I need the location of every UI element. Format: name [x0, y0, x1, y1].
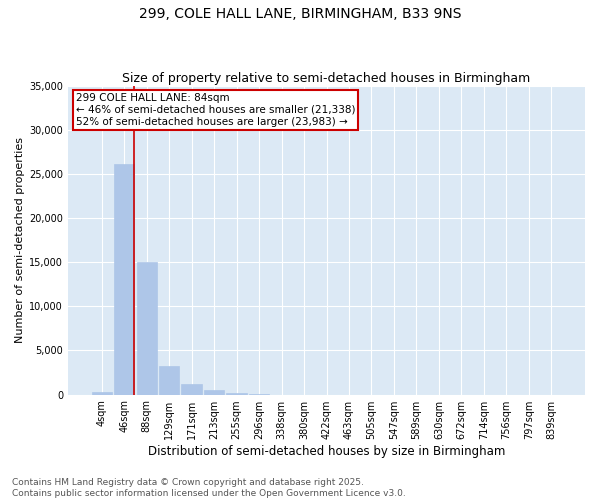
Title: Size of property relative to semi-detached houses in Birmingham: Size of property relative to semi-detach…	[122, 72, 530, 85]
Y-axis label: Number of semi-detached properties: Number of semi-detached properties	[15, 137, 25, 343]
Bar	[92, 392, 112, 394]
Bar	[159, 366, 179, 394]
Bar	[181, 384, 202, 394]
Bar	[226, 393, 247, 394]
Text: Contains HM Land Registry data © Crown copyright and database right 2025.
Contai: Contains HM Land Registry data © Crown c…	[12, 478, 406, 498]
Bar	[204, 390, 224, 394]
Text: 299 COLE HALL LANE: 84sqm
← 46% of semi-detached houses are smaller (21,338)
52%: 299 COLE HALL LANE: 84sqm ← 46% of semi-…	[76, 94, 355, 126]
X-axis label: Distribution of semi-detached houses by size in Birmingham: Distribution of semi-detached houses by …	[148, 444, 505, 458]
Bar	[137, 262, 157, 394]
Bar	[114, 164, 134, 394]
Text: 299, COLE HALL LANE, BIRMINGHAM, B33 9NS: 299, COLE HALL LANE, BIRMINGHAM, B33 9NS	[139, 8, 461, 22]
